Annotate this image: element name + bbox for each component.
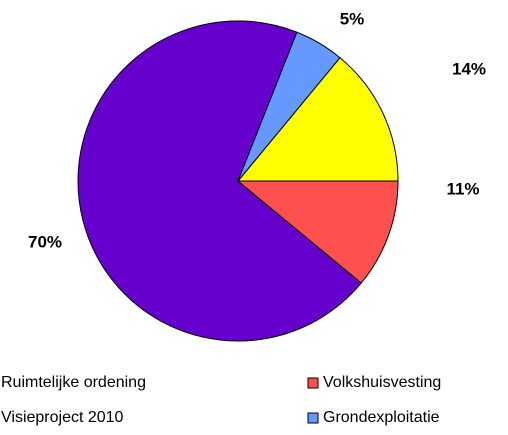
pie-slice [77,20,362,342]
data-label: 70% [28,232,62,251]
data-label: 11% [446,179,479,198]
data-label: 14% [452,59,486,78]
legend-label: Grondexploitatie [323,409,440,426]
pie-slice [237,31,341,182]
pie-slice [236,180,399,284]
legend-label: Ruimtelijke ordening [1,374,146,391]
legend-swatch [307,412,319,424]
legend-label: Volkshuisvesting [323,374,441,391]
legend-swatch [307,377,319,389]
data-label: 5% [340,9,365,28]
pie-slice [236,57,399,182]
legend-label: Visieproject 2010 [1,409,124,426]
